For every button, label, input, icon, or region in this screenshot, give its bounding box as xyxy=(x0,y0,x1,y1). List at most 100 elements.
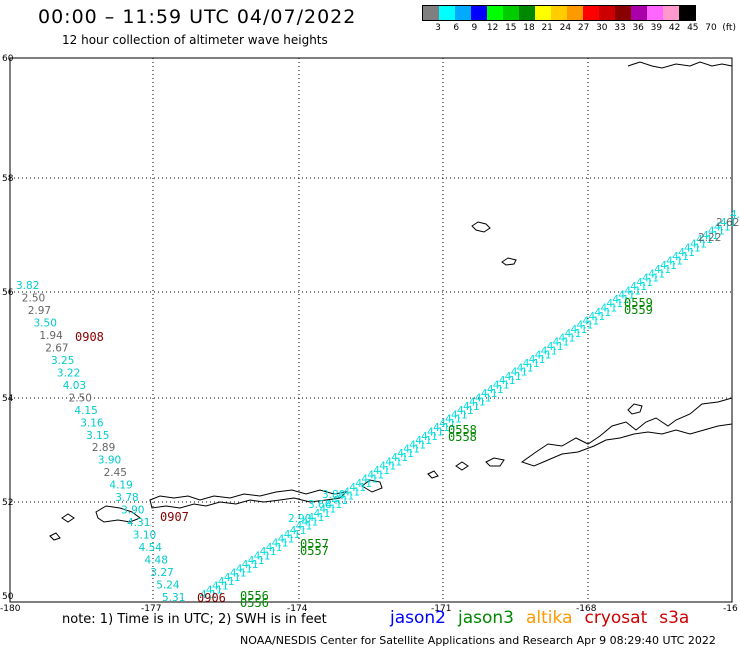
swh-value: 3.66 xyxy=(308,499,332,511)
swh-value: 4.1 xyxy=(493,380,510,392)
legend-label: 39 xyxy=(650,23,663,33)
swh-value: 4.15 xyxy=(74,405,97,417)
swh-value: 4.1 xyxy=(541,345,558,357)
swh-value: 4.1 xyxy=(278,533,295,545)
pass-time-label: 0557 xyxy=(300,544,329,558)
swh-value: 4.1 xyxy=(433,422,450,434)
legend-label: 24 xyxy=(559,23,572,33)
swh-value: 4.1 xyxy=(660,260,677,272)
legend-label: 27 xyxy=(577,23,590,33)
swh-value: 4.1 xyxy=(547,341,564,353)
legend-swatch xyxy=(663,6,679,20)
satellite-name: altika xyxy=(526,608,573,628)
swh-value: 3.27 xyxy=(150,567,173,579)
swh-value: 4.1 xyxy=(355,478,372,490)
swh-value: 4.1 xyxy=(511,367,528,379)
swh-value: 4.1 xyxy=(654,264,671,276)
legend-swatch xyxy=(551,6,567,20)
swh-value: 4.1 xyxy=(385,456,402,468)
coastline-path xyxy=(61,513,75,523)
coastline-path xyxy=(485,457,505,467)
swh-value: 4.1 xyxy=(427,427,444,439)
swh-value: 2.62 xyxy=(716,217,739,229)
swh-value: 4.1 xyxy=(499,375,516,387)
swh-value: 4.1 xyxy=(379,461,396,473)
legend-swatch xyxy=(615,6,631,20)
legend-label: 45 xyxy=(687,23,699,33)
legend-swatch xyxy=(439,6,455,20)
swh-value: 4.1 xyxy=(409,439,426,451)
swh-value: 4.1 xyxy=(487,384,504,396)
swh-value: 3.80 xyxy=(322,489,345,501)
swh-value: 3.90 xyxy=(98,455,121,467)
pass-time-label: 0556 xyxy=(240,596,269,610)
coastline-path xyxy=(361,479,383,493)
swh-value: 4.1 xyxy=(648,268,665,280)
swh-value: 4.1 xyxy=(463,401,480,413)
swh-value: 1.94 xyxy=(39,330,63,342)
lon-label: -168 xyxy=(576,604,597,614)
swh-value: 4.1 xyxy=(469,397,486,409)
swh-value: 4.1 xyxy=(206,585,223,597)
swh-value: 4.1 xyxy=(529,354,546,366)
swh-value: 2.97 xyxy=(28,305,51,317)
swh-value: 3.10 xyxy=(133,530,156,542)
swh-value: 4.1 xyxy=(308,512,325,524)
swh-value: 4.1 xyxy=(583,315,600,327)
legend-swatch xyxy=(599,6,615,20)
legend-swatch xyxy=(471,6,487,20)
legend-label: 9 xyxy=(471,23,478,33)
swh-value: 4.19 xyxy=(109,480,132,492)
satellite-legend: jason2 jason3 altika cryosat s3a xyxy=(390,608,701,628)
swh-value: 3.90 xyxy=(121,505,144,517)
swh-value: 4.1 xyxy=(571,324,588,336)
swh-value: 4.1 xyxy=(361,474,378,486)
legend-labels: 3 6 9 12 15 18 21 24 27 30 33 36 39 42 45 70 (ft) xyxy=(422,23,740,35)
swh-value: 4.1 xyxy=(642,273,659,285)
legend-swatch xyxy=(423,6,439,20)
swh-value: 4.1 xyxy=(595,307,612,319)
swh-value: 4.1 xyxy=(720,217,737,229)
swh-value: 5.31 xyxy=(162,592,185,604)
legend-label: 33 xyxy=(614,23,626,33)
swh-value: 4.1 xyxy=(559,332,576,344)
swh-value: 4.1 xyxy=(320,504,337,516)
legend-label: 30 xyxy=(596,23,608,33)
swh-value: 4.1 xyxy=(260,546,277,558)
swh-value: 3.78 xyxy=(115,492,138,504)
legend-swatch xyxy=(679,6,695,20)
swh-value: 4.1 xyxy=(421,431,438,443)
swh-value: 4.48 xyxy=(145,555,168,567)
lon-label: -174 xyxy=(287,604,308,614)
swh-value: 4.1 xyxy=(230,568,247,580)
lon-label: -177 xyxy=(141,604,161,614)
swh-value: 4.1 xyxy=(218,576,235,588)
swh-value: 4.1 xyxy=(606,298,623,310)
satellite-name: cryosat xyxy=(584,608,648,628)
swh-value: 4.1 xyxy=(672,251,689,263)
pass-time-label: 0559 xyxy=(624,303,653,317)
map-subtitle: 12 hour collection of altimeter wave hei… xyxy=(62,33,328,47)
swh-value: 2.90 xyxy=(288,513,311,525)
coastline-path xyxy=(471,221,491,233)
satellite-name: s3a xyxy=(659,608,690,628)
swh-value: 4.1 xyxy=(326,499,343,511)
coastline xyxy=(49,61,733,541)
pass-time-label: 0558 xyxy=(448,430,477,444)
swh-value: 4.1 xyxy=(284,529,301,541)
swh-value: 4.1 xyxy=(684,243,701,255)
swh-value: 3.15 xyxy=(86,430,109,442)
coastline-path xyxy=(95,505,142,523)
swh-value: 3.22 xyxy=(57,367,80,379)
swh-value: 4.1 xyxy=(714,221,731,233)
lat-label: 50 xyxy=(2,592,14,602)
swh-value: 4.1 xyxy=(523,358,540,370)
swh-value: 4.1 xyxy=(212,580,229,592)
swh-value: 4.1 xyxy=(314,508,331,520)
pass-time-label: 0556 xyxy=(240,589,269,603)
legend-label: 12 xyxy=(486,23,499,33)
swh-value: 4.1 xyxy=(397,448,414,460)
coastline-path xyxy=(520,397,733,467)
lat-label: 56 xyxy=(2,288,14,298)
